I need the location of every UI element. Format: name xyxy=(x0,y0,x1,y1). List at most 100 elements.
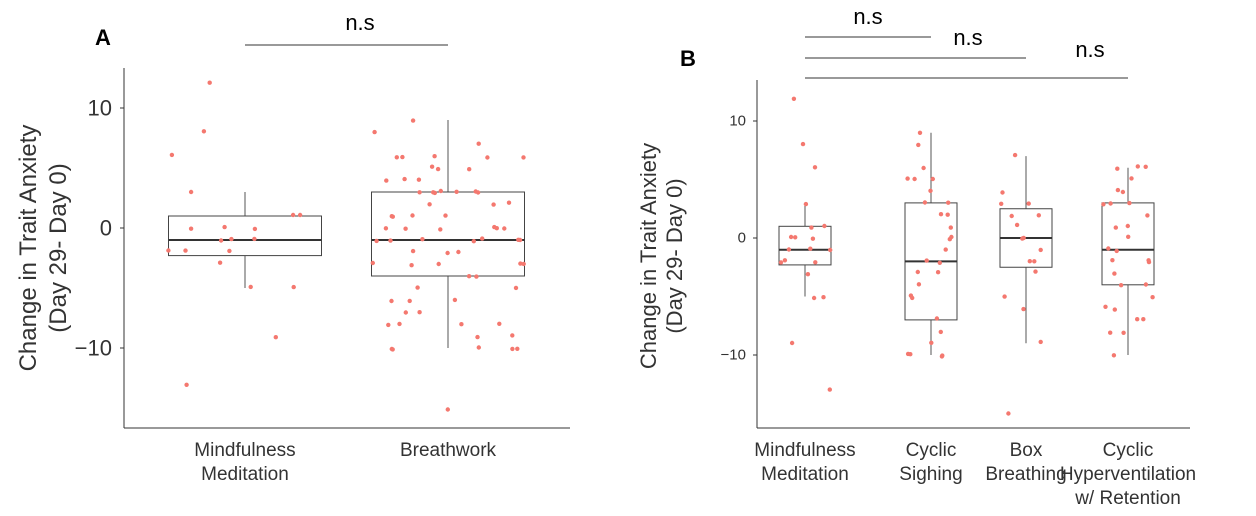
data-point xyxy=(1115,166,1120,171)
data-point xyxy=(443,213,448,218)
data-point xyxy=(466,274,472,279)
data-point xyxy=(388,238,393,243)
y-axis-title-line: (Day 29- Day 0) xyxy=(662,178,687,333)
data-point xyxy=(793,235,798,240)
y-tick-label: 0 xyxy=(738,230,746,247)
data-point xyxy=(435,166,441,172)
data-point xyxy=(938,329,943,335)
data-point xyxy=(813,260,818,265)
data-point xyxy=(917,130,923,135)
x-tick-label: Mindfulness Meditation xyxy=(754,440,855,485)
data-point xyxy=(1115,187,1121,193)
y-tick-label: −10 xyxy=(75,336,112,361)
iqr-box xyxy=(371,191,525,277)
data-point xyxy=(912,176,917,182)
data-point xyxy=(1129,176,1134,181)
data-point xyxy=(456,249,461,255)
data-point xyxy=(436,261,441,267)
data-point xyxy=(397,321,402,327)
data-point xyxy=(915,269,920,275)
data-point xyxy=(1027,259,1033,264)
data-point xyxy=(410,213,415,218)
data-point xyxy=(445,407,450,412)
box-group xyxy=(778,96,833,392)
data-point xyxy=(1033,269,1038,274)
data-point xyxy=(394,155,399,160)
data-point xyxy=(1113,225,1119,230)
data-point xyxy=(827,387,832,392)
data-point xyxy=(390,347,395,352)
data-point xyxy=(1145,213,1150,218)
data-point xyxy=(1112,271,1117,276)
data-point xyxy=(938,212,944,217)
data-point xyxy=(788,234,794,240)
x-tick-label: Breathwork xyxy=(400,440,497,461)
data-point xyxy=(494,226,499,231)
data-point xyxy=(166,248,171,253)
data-point xyxy=(937,260,942,265)
x-tick-label-line: Hyperventilation xyxy=(1060,464,1196,485)
y-axis-title-line: (Day 29- Day 0) xyxy=(45,163,72,332)
data-point xyxy=(800,141,806,147)
data-point xyxy=(1121,330,1126,335)
box-group xyxy=(370,118,526,412)
data-point xyxy=(1021,235,1026,241)
data-point xyxy=(475,334,480,340)
data-point xyxy=(916,282,922,287)
data-point xyxy=(452,297,458,303)
x-tick-label-line: Cyclic xyxy=(906,440,957,461)
data-point xyxy=(218,238,224,243)
data-point xyxy=(786,247,792,252)
data-point xyxy=(417,190,422,195)
data-point xyxy=(467,167,472,172)
y-tick-label: 10 xyxy=(88,96,112,121)
data-point xyxy=(445,250,450,256)
data-point xyxy=(910,295,915,301)
x-tick-label-line: Box xyxy=(1010,440,1043,461)
data-point xyxy=(389,298,394,304)
data-point xyxy=(510,346,515,352)
data-point xyxy=(916,142,921,148)
data-point xyxy=(188,226,194,231)
data-point xyxy=(438,188,443,194)
data-point xyxy=(778,260,784,265)
data-point xyxy=(521,261,526,267)
y-tick-label: 10 xyxy=(729,113,746,130)
data-point xyxy=(1111,353,1117,358)
y-axis-title: Change in Trait Anxiety(Day 29- Day 0) xyxy=(15,125,72,372)
data-point xyxy=(515,346,520,351)
data-point xyxy=(415,285,420,290)
x-tick-label: Cyclic Hyperventilation w/ Retention xyxy=(1060,440,1196,509)
data-point xyxy=(429,164,435,169)
data-point xyxy=(403,310,408,315)
data-point xyxy=(1036,213,1042,218)
box-group xyxy=(999,152,1053,416)
data-point xyxy=(943,247,948,252)
data-point xyxy=(1126,234,1131,239)
y-axis-title-line: Change in Trait Anxiety xyxy=(636,143,661,369)
data-point xyxy=(476,141,481,146)
data-point xyxy=(475,190,481,195)
data-point xyxy=(821,295,826,300)
data-point xyxy=(510,333,515,338)
data-point xyxy=(201,129,207,134)
data-point xyxy=(471,239,476,244)
data-point xyxy=(945,212,950,217)
box-group xyxy=(166,80,322,387)
data-point xyxy=(188,189,194,195)
data-point xyxy=(946,200,951,205)
data-point xyxy=(948,225,953,230)
data-point xyxy=(409,263,414,268)
data-point xyxy=(248,284,253,290)
y-tick-label: 0 xyxy=(100,216,112,241)
data-point xyxy=(1114,248,1119,254)
data-point xyxy=(252,226,258,232)
x-tick-label: Mindfulness Meditation xyxy=(194,440,295,485)
data-point xyxy=(491,202,496,207)
data-point xyxy=(934,316,940,321)
data-point xyxy=(924,258,929,263)
data-point xyxy=(454,189,459,194)
data-point xyxy=(370,260,375,266)
y-axis-title-line: Change in Trait Anxiety xyxy=(15,125,42,372)
